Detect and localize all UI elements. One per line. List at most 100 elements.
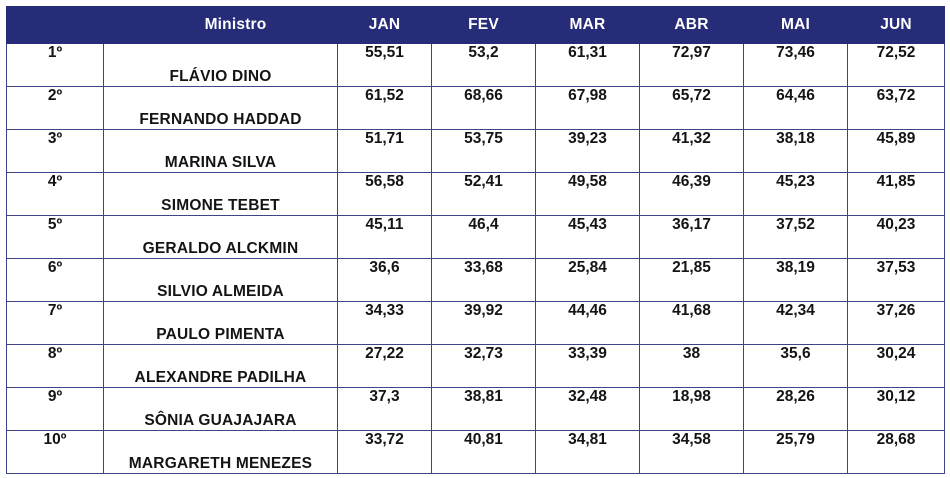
month-column-header-jun: JUN [847,6,945,44]
rank-cell: 9º [6,387,104,431]
value-cell: 38 [639,344,744,388]
table-body: 1º FLÁVIO DINO 55,51 53,2 61,31 72,97 73… [6,43,945,474]
value-cell: 32,48 [535,387,640,431]
value-cell: 55,51 [337,43,432,87]
value-cell: 33,39 [535,344,640,388]
minister-name-cell: SÔNIA GUAJAJARA [103,387,338,431]
rank-column-header [6,6,104,44]
minister-name-cell: PAULO PIMENTA [103,301,338,345]
value-cell: 25,84 [535,258,640,302]
value-cell: 45,23 [743,172,848,216]
rank-cell: 4º [6,172,104,216]
table-row: 6º SILVIO ALMEIDA 36,6 33,68 25,84 21,85… [6,258,945,302]
rank-cell: 3º [6,129,104,173]
value-cell: 45,89 [847,129,945,173]
value-cell: 25,79 [743,430,848,474]
month-column-header-fev: FEV [431,6,536,44]
value-cell: 63,72 [847,86,945,130]
table-row: 1º FLÁVIO DINO 55,51 53,2 61,31 72,97 73… [6,43,945,87]
rank-cell: 2º [6,86,104,130]
value-cell: 30,24 [847,344,945,388]
ministers-ranking-page: Ministro JAN FEV MAR ABR MAI JUN 1º FLÁV… [6,6,945,474]
value-cell: 45,43 [535,215,640,259]
minister-name-cell: MARINA SILVA [103,129,338,173]
rank-cell: 7º [6,301,104,345]
table-row: 8º ALEXANDRE PADILHA 27,22 32,73 33,39 3… [6,344,945,388]
value-cell: 73,46 [743,43,848,87]
value-cell: 36,17 [639,215,744,259]
minister-name-cell: ALEXANDRE PADILHA [103,344,338,388]
value-cell: 42,34 [743,301,848,345]
minister-name-cell: FLÁVIO DINO [103,43,338,87]
value-cell: 65,72 [639,86,744,130]
table-row: 5º GERALDO ALCKMIN 45,11 46,4 45,43 36,1… [6,215,945,259]
value-cell: 21,85 [639,258,744,302]
table-row: 3º MARINA SILVA 51,71 53,75 39,23 41,32 … [6,129,945,173]
value-cell: 53,75 [431,129,536,173]
value-cell: 34,58 [639,430,744,474]
table-row: 4º SIMONE TEBET 56,58 52,41 49,58 46,39 … [6,172,945,216]
table-header: Ministro JAN FEV MAR ABR MAI JUN [6,6,945,44]
month-column-header-abr: ABR [639,6,744,44]
value-cell: 38,81 [431,387,536,431]
value-cell: 18,98 [639,387,744,431]
month-column-header-mai: MAI [743,6,848,44]
value-cell: 72,97 [639,43,744,87]
minister-name-cell: SILVIO ALMEIDA [103,258,338,302]
rank-cell: 8º [6,344,104,388]
value-cell: 46,4 [431,215,536,259]
value-cell: 32,73 [431,344,536,388]
value-cell: 53,2 [431,43,536,87]
value-cell: 33,72 [337,430,432,474]
header-row: Ministro JAN FEV MAR ABR MAI JUN [6,6,945,44]
table-row: 9º SÔNIA GUAJAJARA 37,3 38,81 32,48 18,9… [6,387,945,431]
value-cell: 37,3 [337,387,432,431]
value-cell: 30,12 [847,387,945,431]
value-cell: 67,98 [535,86,640,130]
month-column-header-jan: JAN [337,6,432,44]
ministers-ranking-table: Ministro JAN FEV MAR ABR MAI JUN 1º FLÁV… [6,6,945,474]
value-cell: 68,66 [431,86,536,130]
value-cell: 36,6 [337,258,432,302]
value-cell: 41,68 [639,301,744,345]
value-cell: 49,58 [535,172,640,216]
value-cell: 38,19 [743,258,848,302]
value-cell: 35,6 [743,344,848,388]
table-row: 2º FERNANDO HADDAD 61,52 68,66 67,98 65,… [6,86,945,130]
value-cell: 61,52 [337,86,432,130]
value-cell: 34,81 [535,430,640,474]
value-cell: 46,39 [639,172,744,216]
value-cell: 28,68 [847,430,945,474]
minister-name-cell: GERALDO ALCKMIN [103,215,338,259]
value-cell: 33,68 [431,258,536,302]
value-cell: 41,32 [639,129,744,173]
value-cell: 38,18 [743,129,848,173]
value-cell: 56,58 [337,172,432,216]
value-cell: 37,53 [847,258,945,302]
value-cell: 51,71 [337,129,432,173]
value-cell: 39,92 [431,301,536,345]
minister-name-cell: SIMONE TEBET [103,172,338,216]
value-cell: 37,26 [847,301,945,345]
month-column-header-mar: MAR [535,6,640,44]
rank-cell: 1º [6,43,104,87]
value-cell: 28,26 [743,387,848,431]
value-cell: 40,23 [847,215,945,259]
value-cell: 40,81 [431,430,536,474]
value-cell: 61,31 [535,43,640,87]
value-cell: 37,52 [743,215,848,259]
value-cell: 44,46 [535,301,640,345]
rank-cell: 6º [6,258,104,302]
value-cell: 72,52 [847,43,945,87]
minister-name-cell: FERNANDO HADDAD [103,86,338,130]
value-cell: 39,23 [535,129,640,173]
value-cell: 34,33 [337,301,432,345]
value-cell: 41,85 [847,172,945,216]
table-row: 10º MARGARETH MENEZES 33,72 40,81 34,81 … [6,430,945,474]
minister-name-cell: MARGARETH MENEZES [103,430,338,474]
value-cell: 27,22 [337,344,432,388]
rank-cell: 10º [6,430,104,474]
ministro-column-header: Ministro [103,6,338,44]
rank-cell: 5º [6,215,104,259]
table-row: 7º PAULO PIMENTA 34,33 39,92 44,46 41,68… [6,301,945,345]
